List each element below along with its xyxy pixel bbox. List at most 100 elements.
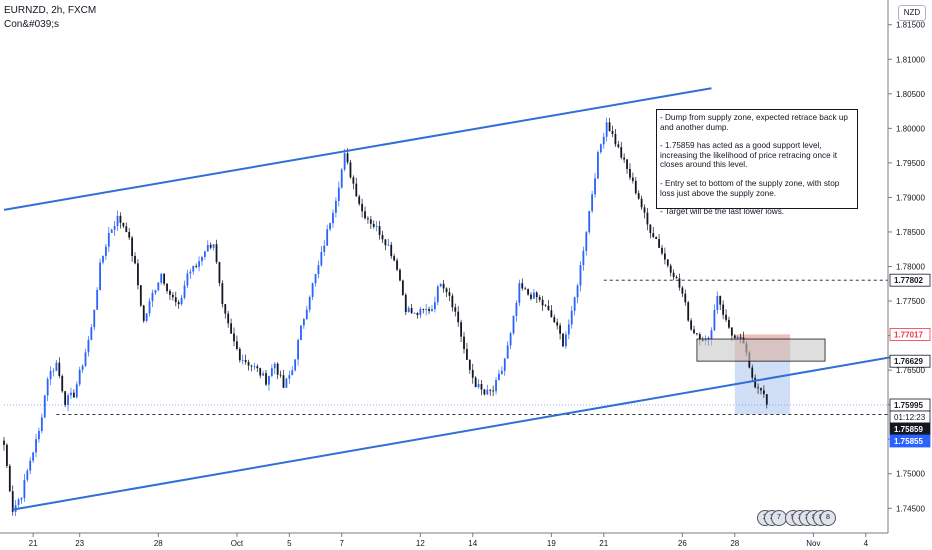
candle-body — [340, 169, 343, 188]
candle-body — [658, 238, 660, 248]
candle-body — [218, 261, 221, 284]
candle-body — [530, 294, 532, 299]
candle-body — [614, 133, 617, 145]
price-tick-label: 1.81500 — [896, 21, 925, 30]
time-tick-label: 14 — [468, 539, 477, 548]
candle-body — [512, 316, 515, 334]
candle-body — [262, 373, 265, 376]
candle-body — [84, 352, 87, 366]
candle-body — [145, 313, 148, 321]
currency-button[interactable]: NZD — [898, 5, 926, 21]
candle-body — [454, 307, 457, 312]
candle-body — [739, 336, 742, 338]
candle-body — [259, 368, 262, 376]
price-tick-label: 1.80000 — [896, 124, 925, 133]
candle-body — [20, 497, 23, 500]
candle-body — [99, 262, 101, 290]
candle-body — [355, 183, 358, 197]
candle-body — [431, 309, 433, 312]
candle-body — [416, 312, 419, 316]
candle-body — [384, 239, 387, 246]
candle-body — [113, 226, 116, 230]
candle-body — [317, 265, 320, 275]
candle-body — [623, 157, 626, 160]
candle-body — [631, 177, 634, 181]
note-line: - Target will be the last lower lows. — [660, 207, 785, 217]
candle-body — [294, 359, 297, 371]
candle-body — [180, 297, 183, 305]
candle-body — [698, 334, 701, 340]
candle-body — [559, 325, 561, 334]
candle-body — [515, 302, 518, 317]
candle-body — [550, 310, 553, 318]
candle-body — [335, 200, 337, 213]
candle-body — [329, 223, 331, 230]
candle-body — [46, 379, 49, 396]
candle-body — [489, 389, 492, 391]
candle-body — [291, 370, 294, 376]
candle-body — [410, 308, 413, 313]
upper-channel-line — [3, 87, 712, 211]
candle-body — [381, 234, 384, 240]
candle-body — [535, 292, 538, 298]
candle-body — [352, 177, 355, 184]
price-tick-label: 1.80500 — [896, 90, 925, 99]
candle-body — [713, 309, 716, 331]
candle-body — [244, 360, 247, 363]
candle-body — [690, 320, 693, 330]
candle-body — [314, 274, 317, 284]
candle-body — [134, 256, 136, 264]
candle-body — [710, 330, 713, 340]
candle-body — [733, 335, 736, 338]
candle-body — [541, 299, 544, 306]
candle-body — [585, 232, 588, 251]
candle-body — [396, 260, 398, 270]
candle-body — [573, 297, 576, 311]
candle-body — [75, 384, 78, 398]
candle-body — [620, 147, 623, 158]
candle-body — [110, 229, 113, 233]
candle-body — [23, 479, 26, 498]
candle-body — [372, 223, 375, 227]
candle-body — [404, 294, 407, 313]
price-label: 1.77017 — [894, 330, 923, 339]
candle-body — [221, 283, 224, 305]
candle-body — [725, 314, 727, 320]
candle-body — [40, 417, 43, 431]
candle-body — [332, 212, 334, 224]
candle-body — [509, 333, 512, 346]
candle-body — [652, 233, 655, 238]
time-tick-label: 19 — [547, 539, 556, 548]
candle-body — [233, 333, 235, 342]
candle-body — [399, 269, 401, 281]
candle-body — [78, 369, 81, 385]
candle-body — [547, 305, 550, 311]
candle-body — [757, 387, 759, 389]
candle-body — [716, 295, 719, 310]
candle-body — [684, 293, 687, 303]
analysis-note: - Dump from supply zone, expected retrac… — [656, 109, 858, 216]
price-tick-label: 1.78500 — [896, 228, 925, 237]
candle-body — [276, 363, 279, 375]
candle-body — [279, 374, 282, 376]
candle-body — [457, 311, 460, 323]
candle-body — [148, 301, 151, 314]
time-tick-label: 28 — [730, 539, 739, 548]
candle-body — [466, 349, 468, 360]
candle-body — [192, 265, 195, 272]
candle-body — [500, 370, 503, 374]
candle-body — [436, 286, 439, 303]
candle-body — [361, 203, 364, 212]
event-icon[interactable]: 8 — [820, 510, 836, 526]
candle-body — [90, 327, 93, 340]
candle-body — [300, 325, 302, 341]
candle-body — [375, 226, 378, 227]
candle-body — [498, 373, 500, 381]
note-line: - Entry set to bottom of the supply zone… — [660, 178, 840, 198]
candle-body — [26, 470, 29, 480]
candle-body — [52, 370, 55, 372]
candle-body — [521, 283, 524, 289]
price-label-box — [889, 434, 931, 448]
candle-body — [442, 283, 445, 289]
